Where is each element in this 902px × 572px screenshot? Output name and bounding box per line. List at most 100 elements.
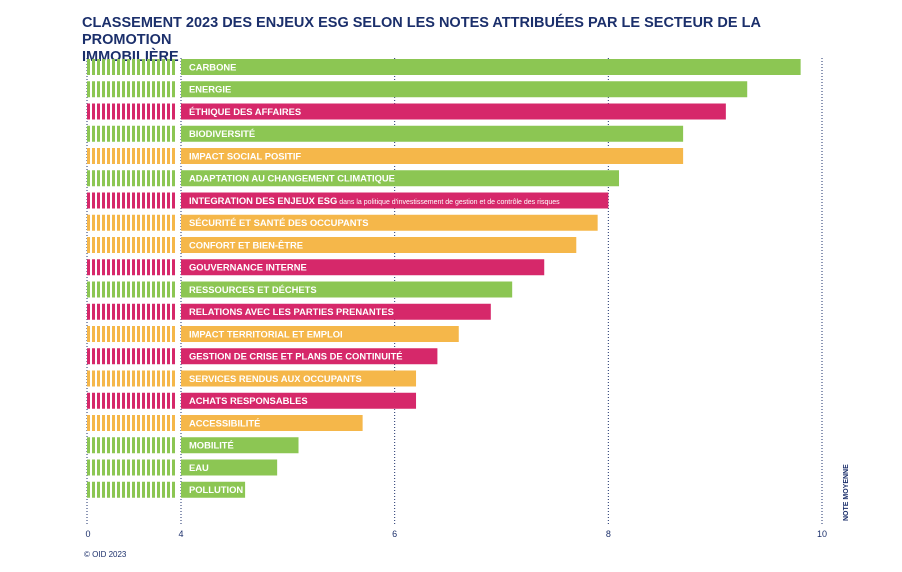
bar-stripe (102, 103, 105, 120)
bar-stripe (127, 281, 130, 298)
bar-stripe (112, 103, 115, 120)
bar-stripe (147, 148, 150, 164)
bar-stripe (97, 59, 100, 75)
bar-stripe (117, 326, 120, 342)
bar-stripe (157, 437, 160, 454)
bar-stripe (87, 303, 90, 320)
bar-stripe (147, 459, 150, 476)
bar-stripe (132, 281, 135, 298)
bar-stripe (132, 303, 135, 320)
bar-stripe (172, 170, 175, 187)
bar-stripe (87, 281, 90, 298)
bar-stripe (152, 437, 155, 454)
bar-stripe (137, 348, 140, 365)
bar-stripe (122, 348, 125, 365)
bar-stripe (172, 125, 175, 142)
bar-label-text: SERVICES RENDUS AUX OCCUPANTS (189, 373, 362, 384)
bar-stripe (122, 459, 125, 476)
bar (181, 392, 417, 409)
bar-stripe (117, 59, 120, 75)
bar-stripe (167, 59, 170, 75)
bar (181, 103, 726, 120)
bar-label: BIODIVERSITÉ (189, 128, 255, 139)
bar-stripe (127, 170, 130, 187)
bar-stripe (152, 237, 155, 253)
bar-stripe (142, 281, 145, 298)
bar-stripe (172, 481, 175, 498)
bar-stripe (87, 348, 90, 365)
bar-stripe (112, 303, 115, 320)
bar-stripe (117, 214, 120, 231)
bar-stripe (112, 392, 115, 409)
bar-stripe (157, 459, 160, 476)
bar-stripe (167, 415, 170, 431)
bar-stripe (117, 103, 120, 120)
bar-label-text: RELATIONS AVEC LES PARTIES PRENANTES (189, 306, 394, 317)
bar-stripe (107, 237, 110, 253)
bar-stripe (117, 237, 120, 253)
bar-stripe (132, 214, 135, 231)
bar (181, 348, 438, 365)
bar-stripe (132, 370, 135, 387)
bar-stripe (152, 370, 155, 387)
bar-stripe (97, 348, 100, 365)
bar-label: ACCESSIBILITÉ (189, 417, 260, 428)
bar-label: INTEGRATION DES ENJEUX ESG dans la polit… (189, 195, 560, 206)
bar-stripe (112, 437, 115, 454)
bar-stripe (87, 392, 90, 409)
bar-stripe (102, 481, 105, 498)
bar-stripe (122, 103, 125, 120)
x-tick-label: 6 (392, 529, 397, 539)
bar-stripe (152, 459, 155, 476)
bar-label-suffix: dans la politique d'investissement de ge… (337, 199, 560, 206)
bar-stripe (117, 348, 120, 365)
bar-stripe (102, 459, 105, 476)
bar-stripe (122, 303, 125, 320)
bar-stripe (92, 437, 95, 454)
bar-stripe (157, 148, 160, 164)
bar-label-text: BIODIVERSITÉ (189, 128, 255, 139)
bar (181, 281, 513, 298)
bar-stripe (132, 125, 135, 142)
bar-stripe (167, 326, 170, 342)
bar-stripe (97, 459, 100, 476)
bar-stripe (172, 415, 175, 431)
bar-stripe (147, 81, 150, 98)
bar-stripe (92, 303, 95, 320)
bar-stripe (117, 370, 120, 387)
bar-stripe (92, 370, 95, 387)
bar-stripe (167, 148, 170, 164)
bar-stripe (117, 437, 120, 454)
x-tick-label: 10 (817, 529, 827, 539)
bar-stripe (87, 370, 90, 387)
bar-stripe (127, 326, 130, 342)
bar-stripe (92, 103, 95, 120)
bar-stripe (102, 125, 105, 142)
bar-stripe (132, 259, 135, 276)
bar-label: RELATIONS AVEC LES PARTIES PRENANTES (189, 306, 394, 317)
bar-stripe (152, 303, 155, 320)
bar-stripe (172, 237, 175, 253)
bar-stripe (127, 81, 130, 98)
bar-stripe (112, 125, 115, 142)
bar-stripe (92, 59, 95, 75)
bar-stripe (137, 481, 140, 498)
bar-label: ÉTHIQUE DES AFFAIRES (189, 106, 301, 117)
bar-stripe (147, 214, 150, 231)
bar-stripe (127, 348, 130, 365)
bar-stripe (107, 437, 110, 454)
bar-stripe (162, 148, 165, 164)
bar-stripe (137, 259, 140, 276)
bar-stripe (127, 237, 130, 253)
bar-stripe (97, 81, 100, 98)
bar-stripe (142, 370, 145, 387)
bar-stripe (87, 125, 90, 142)
bar-stripe (117, 192, 120, 209)
bar-stripe (112, 370, 115, 387)
bar-stripe (112, 281, 115, 298)
bar-stripe (132, 459, 135, 476)
bar-label-text: RESSOURCES ET DÉCHETS (189, 284, 317, 295)
bar-stripe (132, 103, 135, 120)
bar-label: GOUVERNANCE INTERNE (189, 262, 307, 273)
bar-stripe (147, 303, 150, 320)
